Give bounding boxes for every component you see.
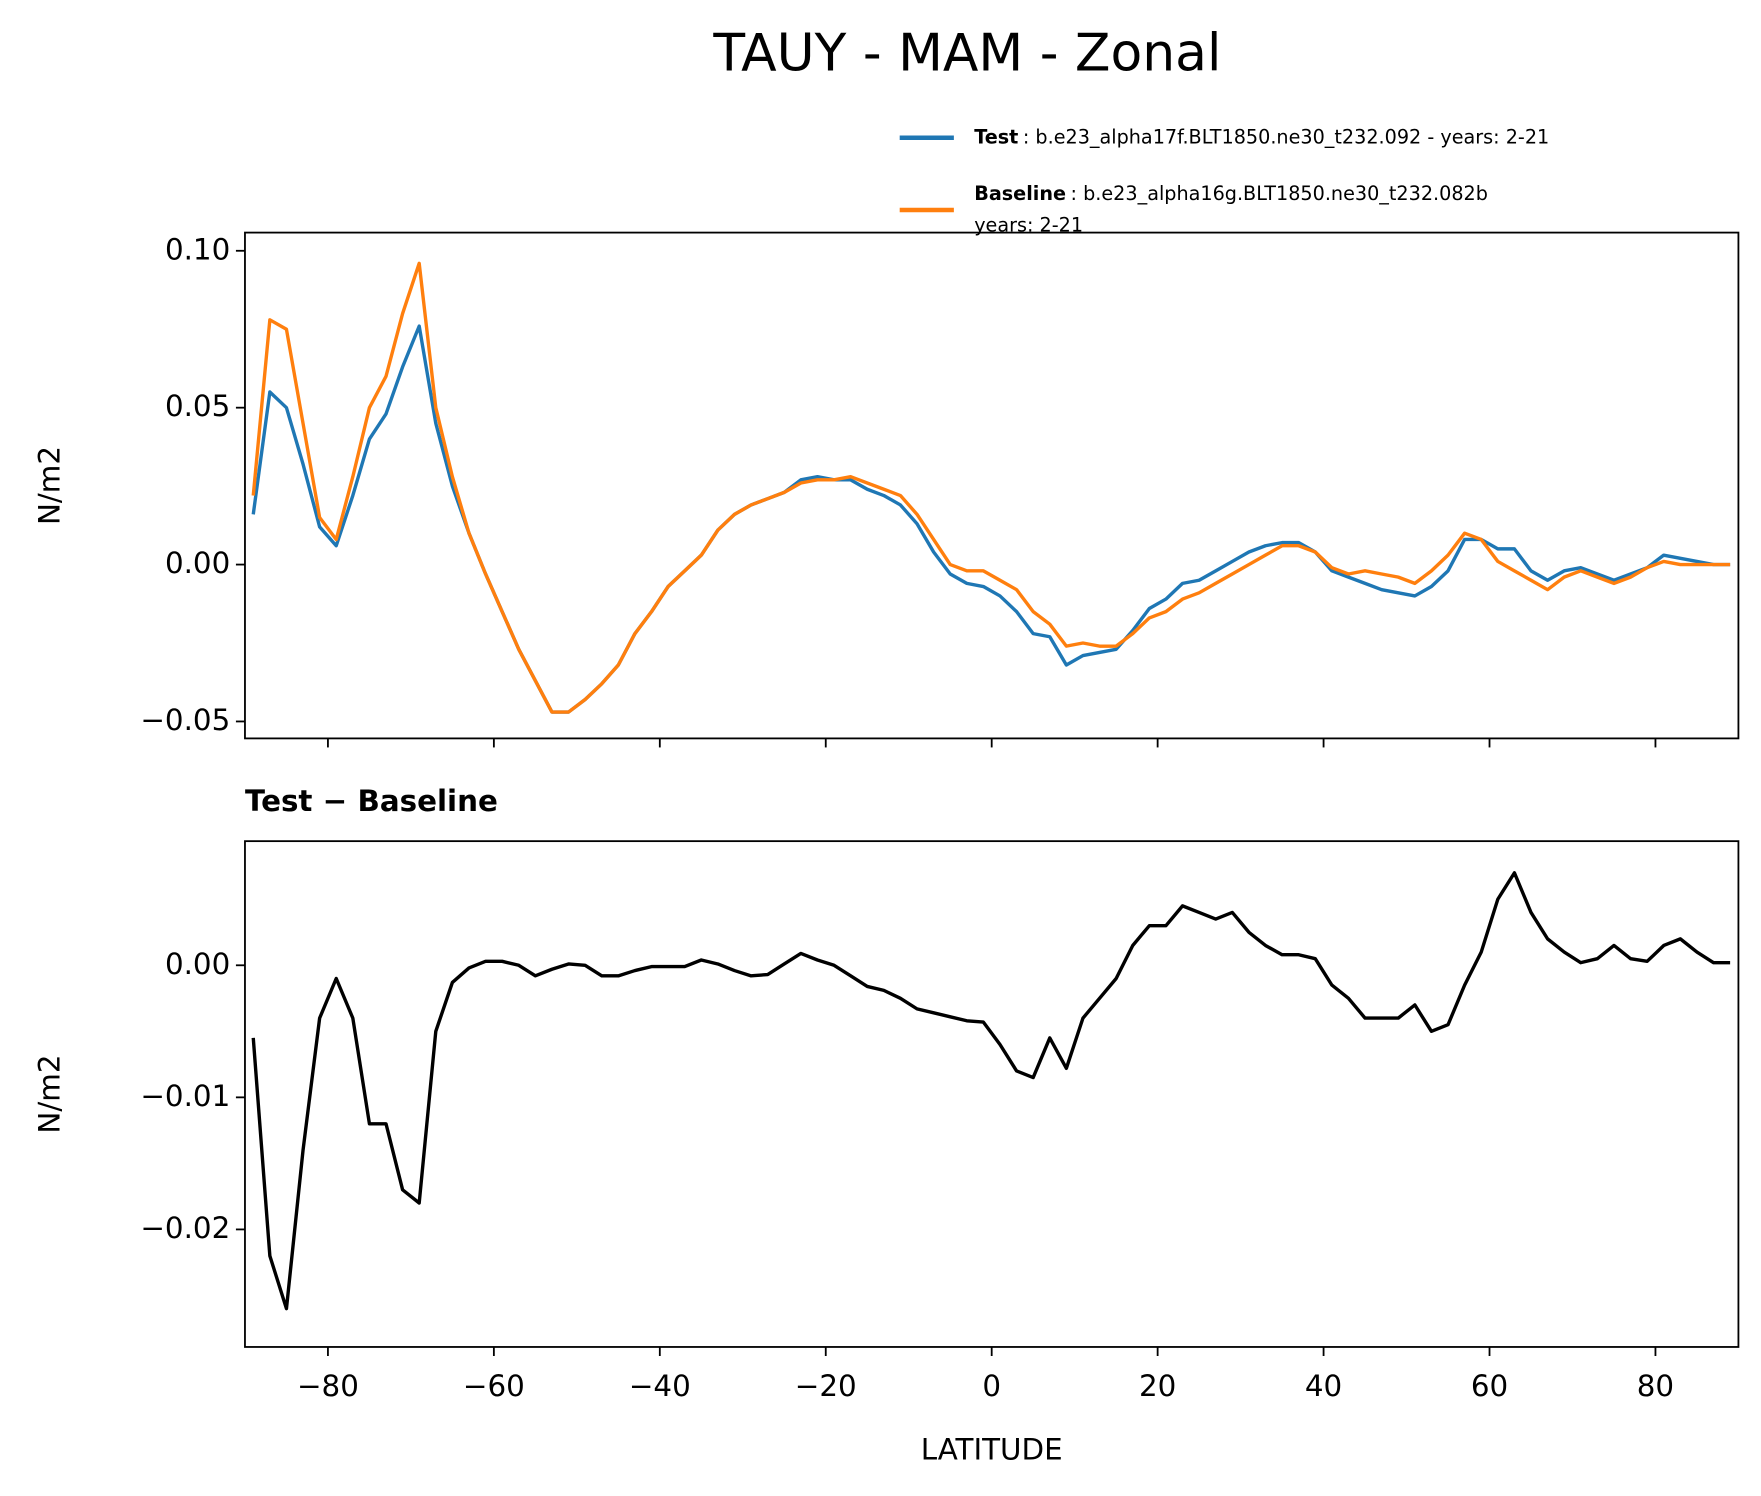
y-tick-label: 0.00	[165, 947, 230, 981]
legend-text: : b.e23_alpha17f.BLT1850.ne30_t232.092 -…	[1023, 125, 1549, 148]
x-tick-label: 40	[1305, 1369, 1342, 1403]
x-tick-label: −20	[795, 1369, 857, 1403]
y-tick-label: 0.10	[165, 232, 230, 266]
x-tick-label: −60	[463, 1369, 525, 1403]
y-tick-label: −0.01	[140, 1079, 230, 1113]
legend-label: Baseline: b.e23_alpha16g.BLT1850.ne30_t2…	[974, 182, 1488, 205]
legend-text: years: 2-21	[974, 213, 1083, 236]
x-tick-label: 20	[1139, 1369, 1176, 1403]
axes-frame	[244, 231, 1740, 740]
x-tick-label: −80	[297, 1369, 359, 1403]
y-tick-label: 0.00	[165, 546, 230, 580]
legend-text: : b.e23_alpha16g.BLT1850.ne30_t232.082b	[1071, 182, 1488, 205]
legend-name: Test	[974, 125, 1018, 148]
x-tick-label: 60	[1471, 1369, 1508, 1403]
x-tick-label: 0	[982, 1369, 1001, 1403]
subplot-title: Test − Baseline	[245, 784, 498, 818]
x-tick-label: 80	[1637, 1369, 1674, 1403]
y-axis-label: N/m2	[32, 446, 66, 525]
x-axis-label: LATITUDE	[921, 1432, 1063, 1466]
x-tick-label: −40	[629, 1369, 691, 1403]
data-line	[251, 324, 1731, 714]
y-tick-label: 0.05	[165, 389, 230, 423]
y-tick-label: −0.02	[140, 1211, 230, 1245]
data-line	[251, 871, 1731, 1311]
legend-name: Baseline	[974, 182, 1066, 205]
data-line	[251, 261, 1731, 714]
legend-label: Test: b.e23_alpha17f.BLT1850.ne30_t232.0…	[974, 125, 1549, 148]
y-tick-label: −0.05	[140, 703, 230, 737]
axes-frame	[244, 840, 1740, 1348]
figure-title: TAUY - MAM - Zonal	[712, 23, 1221, 83]
y-axis-label: N/m2	[32, 1055, 66, 1134]
